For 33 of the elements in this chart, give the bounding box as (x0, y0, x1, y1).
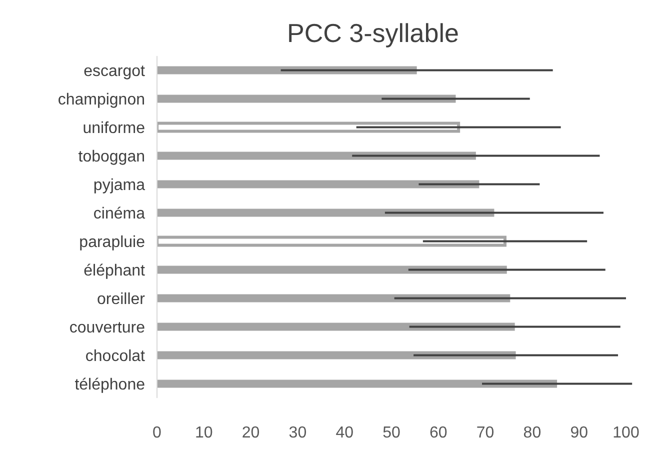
x-tick-label: 100 (612, 424, 640, 442)
bar (157, 152, 476, 160)
bar (157, 266, 507, 274)
bar (157, 180, 480, 188)
x-tick-label: 60 (430, 424, 448, 442)
y-tick-label: couverture (69, 319, 146, 336)
y-tick-label: champignon (58, 91, 145, 108)
x-tick-label: 30 (288, 424, 307, 442)
bar (157, 294, 510, 302)
y-tick-label: parapluie (79, 234, 146, 251)
y-tick-label: téléphone (74, 376, 146, 394)
y-tick-label: oreiller (96, 290, 146, 308)
x-tick-label: 10 (195, 424, 213, 442)
x-tick-label: 20 (242, 424, 260, 442)
x-tick-label: 90 (570, 424, 588, 442)
x-tick-label: 70 (476, 424, 494, 442)
x-tick-label: 40 (336, 424, 354, 442)
chart-title: PCC 3-syllable (286, 18, 460, 49)
y-tick-label: éléphant (84, 262, 146, 280)
y-tick-label: cinéma (93, 205, 146, 222)
y-tick-label: chocolat (85, 348, 146, 365)
x-tick-label: 80 (523, 424, 542, 442)
y-tick-label: pyjama (93, 176, 146, 194)
bar (157, 380, 558, 388)
bar (157, 94, 456, 103)
bar (157, 351, 516, 360)
x-tick-label: 0 (152, 424, 162, 442)
x-tick-label: 50 (382, 424, 400, 442)
bar (157, 322, 515, 331)
y-tick-label: uniforme (82, 120, 146, 137)
y-tick-label: toboggan (78, 148, 145, 166)
bar (157, 208, 494, 217)
y-tick-label: escargot (84, 62, 146, 80)
